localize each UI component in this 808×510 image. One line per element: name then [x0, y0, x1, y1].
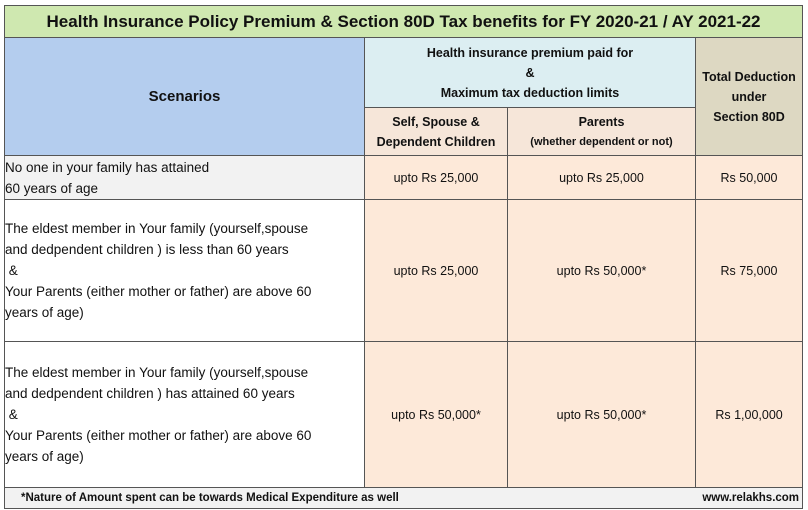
- self-header-line: Self, Spouse &: [392, 114, 480, 129]
- table-footer: *Nature of Amount spent can be towards M…: [3, 487, 804, 509]
- premium-header: Health insurance premium paid for & Maxi…: [364, 37, 696, 108]
- table-row: The eldest member in Your family (yourse…: [4, 341, 804, 488]
- total-header-line: under: [731, 89, 767, 104]
- table-row: The eldest member in Your family (yourse…: [4, 199, 804, 342]
- premium-header-line: Maximum tax deduction limits: [440, 85, 620, 100]
- scenario-line: 60 years of age: [5, 180, 99, 196]
- parents-header-note: (whether dependent or not): [530, 135, 673, 148]
- parents-deduction-cell: upto Rs 25,000: [507, 155, 696, 200]
- parents-header: Parents (whether dependent or not): [507, 107, 696, 156]
- total-header-line: Section 80D: [713, 109, 785, 124]
- scenario-line: Your Parents (either mother or father) a…: [5, 428, 312, 443]
- scenario-line: and dedpendent children ) is less than 6…: [5, 242, 289, 257]
- scenario-cell: The eldest member in Your family (yourse…: [4, 341, 365, 488]
- scenario-line: Your Parents (either mother or father) a…: [5, 284, 312, 299]
- premium-header-line: Health insurance premium paid for: [426, 45, 634, 60]
- scenario-line: years of age): [5, 449, 84, 464]
- premium-header-line: &: [525, 65, 535, 80]
- self-deduction-cell: upto Rs 25,000: [364, 199, 508, 342]
- total-deduction-cell: Rs 50,000: [694, 155, 804, 200]
- total-deduction-header: Total Deduction under Section 80D: [694, 37, 804, 156]
- parents-header-label: Parents: [578, 114, 625, 129]
- parents-deduction-cell: upto Rs 50,000*: [507, 341, 696, 488]
- scenario-line: &: [5, 263, 18, 278]
- scenarios-header: Scenarios: [4, 37, 365, 156]
- scenario-line: The eldest member in Your family (yourse…: [5, 221, 309, 236]
- footnote: *Nature of Amount spent can be towards M…: [21, 492, 399, 504]
- parents-deduction-cell: upto Rs 50,000*: [507, 199, 696, 342]
- tax-benefit-table: Health Insurance Policy Premium & Sectio…: [3, 5, 804, 509]
- total-deduction-cell: Rs 1,00,000: [694, 341, 804, 488]
- scenario-line: The eldest member in Your family (yourse…: [5, 365, 309, 380]
- total-header-line: Total Deduction: [702, 69, 796, 84]
- website-credit: www.relakhs.com: [702, 492, 800, 504]
- total-deduction-cell: Rs 75,000: [694, 199, 804, 342]
- scenario-line: &: [5, 407, 18, 422]
- scenario-cell: The eldest member in Your family (yourse…: [4, 199, 365, 342]
- self-deduction-cell: upto Rs 25,000: [364, 155, 508, 200]
- scenario-line: and dedpendent children ) has attained 6…: [5, 386, 295, 401]
- scenario-line: years of age): [5, 305, 84, 320]
- self-spouse-header: Self, Spouse & Dependent Children: [364, 107, 508, 156]
- table-row: No one in your family has attained 60 ye…: [4, 155, 804, 200]
- self-header-line: Dependent Children: [376, 134, 496, 149]
- scenario-line: No one in your family has attained: [5, 159, 210, 175]
- scenario-cell: No one in your family has attained 60 ye…: [4, 155, 365, 200]
- table-title: Health Insurance Policy Premium & Sectio…: [3, 5, 804, 38]
- self-deduction-cell: upto Rs 50,000*: [364, 341, 508, 488]
